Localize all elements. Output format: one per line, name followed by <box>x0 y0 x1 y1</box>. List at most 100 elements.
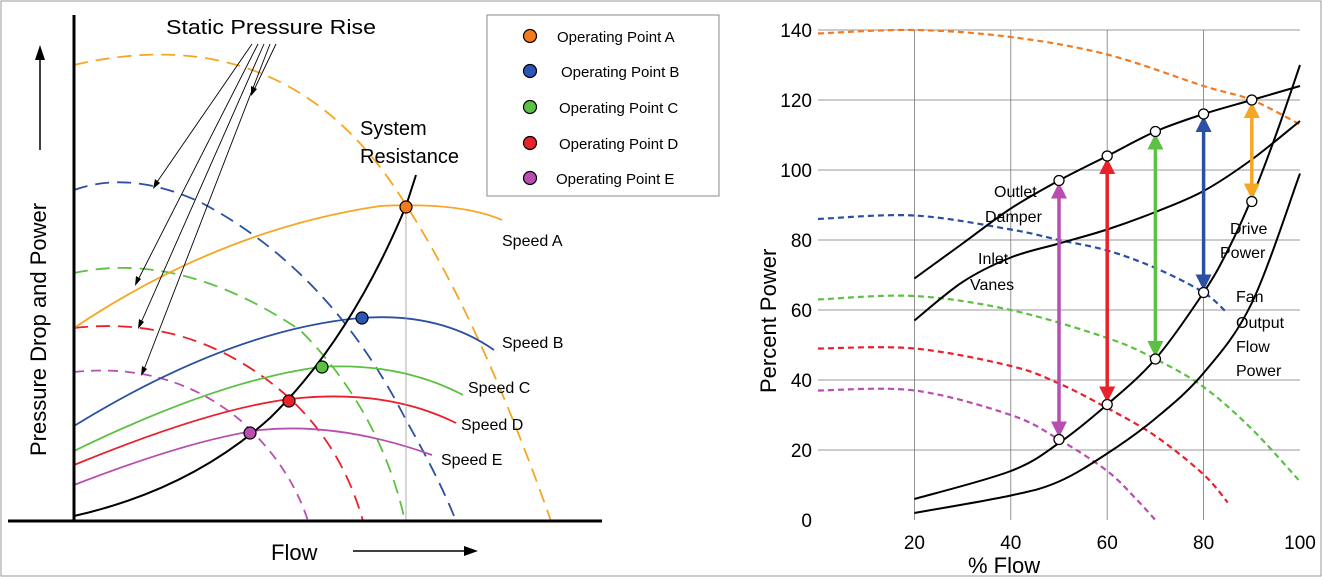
series-line-9 <box>914 173 1301 514</box>
y-tick-label: 20 <box>791 441 812 462</box>
operating-point-c <box>315 360 329 374</box>
arrow-head-top-5 <box>1243 102 1260 118</box>
y-tick-label: 80 <box>791 231 812 252</box>
right-arrows <box>1051 102 1260 438</box>
y-tick-label: 120 <box>780 91 812 112</box>
legend-marker-5 <box>522 170 538 186</box>
y-tick-label: 100 <box>780 161 812 182</box>
static-pressure-arrows <box>136 43 277 373</box>
static-arrowhead-5 <box>251 86 257 96</box>
series-line-2 <box>817 214 1229 315</box>
speed-label-d: Speed D <box>461 417 523 434</box>
speed-label-e: Speed E <box>441 452 502 469</box>
power-curve-a <box>73 204 503 329</box>
x-tick-label: 40 <box>1000 533 1021 554</box>
power-curve-e <box>73 427 433 486</box>
marker-point-8 <box>1149 353 1162 365</box>
legend-marker-1 <box>522 28 538 44</box>
power-curve-c <box>73 365 464 452</box>
arrow-head-top-4 <box>1195 116 1212 132</box>
inlet-vanes-label-line2: Vanes <box>970 277 1014 294</box>
speed-label-b: Speed B <box>502 335 563 352</box>
legend-label-2: Operating Point B <box>561 64 679 81</box>
legend: Operating Point A Operating Point B Operat… <box>486 14 720 197</box>
series-line-5 <box>817 387 1157 521</box>
pressure-curve-e <box>73 369 309 522</box>
marker-point-9 <box>1197 286 1210 299</box>
legend-label-1: Operating Point A <box>557 29 675 46</box>
operating-point-b <box>355 311 369 325</box>
arrow-head-bottom-5 <box>1243 183 1260 200</box>
fan-output-label-line3: Flow <box>1236 339 1270 356</box>
drive-power-label-line1: Drive <box>1230 221 1267 238</box>
marker-point-2 <box>1101 150 1113 162</box>
inlet-vanes-label-line1: Inlet <box>978 251 1009 268</box>
marker-point-5 <box>1246 94 1258 106</box>
y-tick-label: 40 <box>791 371 812 392</box>
x-tick-label: 100 <box>1284 533 1316 554</box>
static-arrow-2 <box>136 43 259 283</box>
legend-marker-2 <box>522 63 538 79</box>
static-pressure-arrowheads <box>135 86 257 376</box>
static-arrowhead-4 <box>141 366 147 376</box>
marker-point-6 <box>1053 433 1065 446</box>
static-arrowhead-2 <box>135 276 141 286</box>
marker-point-7 <box>1101 398 1113 411</box>
marker-point-1 <box>1053 174 1065 187</box>
series-line-8 <box>914 64 1301 500</box>
system-resistance-label-line2: Resistance <box>360 146 459 168</box>
legend-items: Operating Point A Operating Point B Operat… <box>522 28 679 188</box>
left-ylabel-arrowhead <box>35 45 45 60</box>
operating-point-a <box>399 200 413 214</box>
left-curves <box>73 53 552 522</box>
marker-point-4 <box>1197 108 1210 120</box>
static-pressure-rise-label: Static Pressure Rise <box>166 17 376 39</box>
arrow-head-bottom-3 <box>1147 341 1164 357</box>
right-xlabel: % Flow <box>968 553 1040 577</box>
left-xlabel: Flow <box>271 540 318 565</box>
y-tick-label: 140 <box>780 21 812 42</box>
speed-label-c: Speed C <box>468 380 530 397</box>
static-arrow-3 <box>139 43 265 326</box>
arrow-head-top-1 <box>1051 182 1067 199</box>
y-tick-label: 60 <box>791 301 812 322</box>
static-arrow-4 <box>142 43 271 373</box>
fan-output-label-line1: Fan <box>1236 289 1264 306</box>
x-tick-label: 80 <box>1193 533 1214 554</box>
power-curve-b <box>73 316 495 427</box>
outlet-damper-label-line2: Damper <box>985 209 1043 226</box>
x-tick-label: 20 <box>904 533 925 554</box>
drive-power-label-line2: Power <box>1220 245 1266 262</box>
right-ylabel: Percent Power <box>756 249 781 393</box>
fan-output-label-line2: Output <box>1236 315 1285 332</box>
fan-output-label-line4: Power <box>1236 363 1282 380</box>
left-ylabel: Pressure Drop and Power <box>26 203 51 456</box>
right-markers <box>1053 94 1258 446</box>
system-resistance-curve <box>73 174 417 517</box>
speed-label-a: Speed A <box>502 233 563 250</box>
marker-point-3 <box>1149 125 1162 138</box>
arrow-head-bottom-2 <box>1099 386 1116 403</box>
left-xlabel-arrowhead <box>464 546 478 556</box>
operating-point-d <box>282 394 296 408</box>
outlet-damper-label-line1: Outlet <box>994 184 1037 201</box>
system-resistance-label-line1: System <box>360 118 427 140</box>
right-annotations: Outlet Damper Inlet Vanes Drive Power Fa… <box>970 184 1285 380</box>
marker-point-10 <box>1246 195 1258 208</box>
pressure-curve-a <box>73 53 552 522</box>
static-arrowhead-1 <box>153 179 160 189</box>
static-arrow-5 <box>252 43 277 93</box>
arrow-head-top-2 <box>1099 158 1116 174</box>
static-arrow-1 <box>154 43 253 186</box>
x-tick-label: 60 <box>1097 533 1118 554</box>
legend-marker-3 <box>522 99 538 115</box>
pressure-curve-b <box>73 181 457 522</box>
legend-marker-4 <box>522 135 538 151</box>
legend-label-5: Operating Point E <box>556 171 674 188</box>
arrow-head-bottom-1 <box>1051 421 1067 438</box>
y-tick-label: 0 <box>801 511 812 532</box>
static-arrowhead-3 <box>138 319 144 329</box>
legend-label-3: Operating Point C <box>559 100 678 117</box>
right-chart: 0 20 40 60 80 100 120 140 20 40 60 80 100 Percent Po… <box>756 21 1316 577</box>
